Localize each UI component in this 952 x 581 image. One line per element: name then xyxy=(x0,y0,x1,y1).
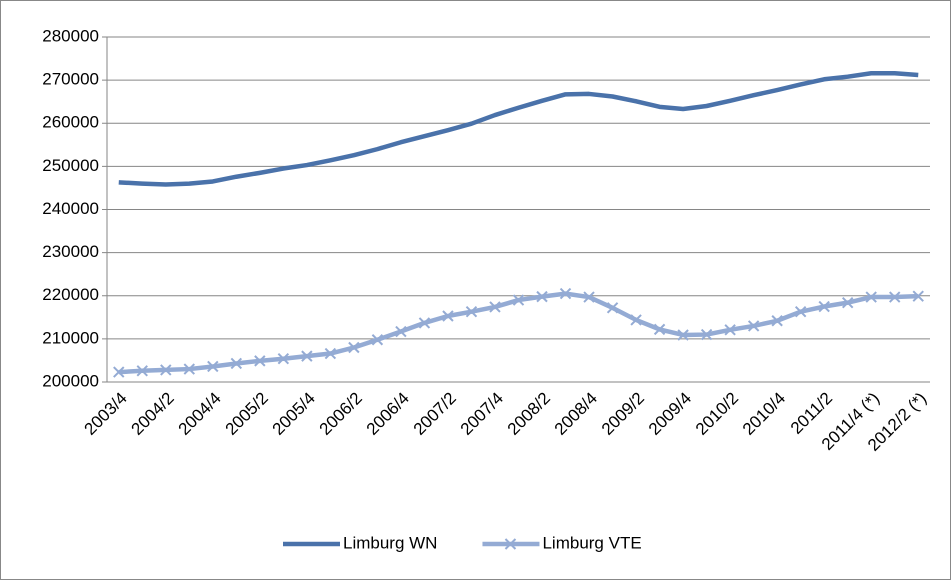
marker xyxy=(395,325,407,338)
marker xyxy=(489,301,501,313)
legend-marker xyxy=(504,538,517,550)
y-tick-label: 240000 xyxy=(42,199,99,218)
marker xyxy=(254,355,266,367)
y-tick-label: 210000 xyxy=(42,328,99,347)
marker xyxy=(841,296,854,309)
marker xyxy=(889,291,901,303)
marker xyxy=(160,364,172,376)
marker xyxy=(442,310,454,322)
marker xyxy=(865,291,877,303)
marker xyxy=(277,353,290,365)
y-tick-label: 230000 xyxy=(42,242,99,261)
marker xyxy=(606,302,619,314)
marker xyxy=(912,290,924,302)
marker xyxy=(183,363,196,375)
marker xyxy=(794,305,807,318)
marker xyxy=(653,323,666,336)
marker xyxy=(230,357,243,370)
marker xyxy=(512,294,525,306)
legend-label: Limburg VTE xyxy=(542,533,641,552)
marker xyxy=(630,314,642,326)
marker xyxy=(348,341,360,354)
marker xyxy=(324,347,337,360)
marker xyxy=(677,329,689,341)
marker xyxy=(559,287,572,300)
y-tick-label: 260000 xyxy=(42,113,99,132)
y-tick-label: 280000 xyxy=(42,26,99,45)
marker xyxy=(371,334,384,346)
marker xyxy=(724,324,736,336)
marker xyxy=(418,317,431,329)
marker xyxy=(700,328,713,341)
marker xyxy=(747,320,760,332)
marker xyxy=(207,360,219,373)
marker xyxy=(583,291,595,303)
legend-label: Limburg WN xyxy=(343,533,437,552)
y-tick-label: 200000 xyxy=(42,371,99,390)
marker xyxy=(771,315,783,327)
y-tick-label: 220000 xyxy=(42,285,99,304)
marker xyxy=(536,290,548,303)
y-tick-label: 250000 xyxy=(42,156,99,175)
marker xyxy=(136,365,148,377)
marker xyxy=(818,300,830,313)
marker xyxy=(113,366,125,378)
series-line xyxy=(118,70,919,187)
marker xyxy=(465,305,478,318)
y-tick-label: 270000 xyxy=(42,70,99,89)
marker xyxy=(301,350,313,362)
